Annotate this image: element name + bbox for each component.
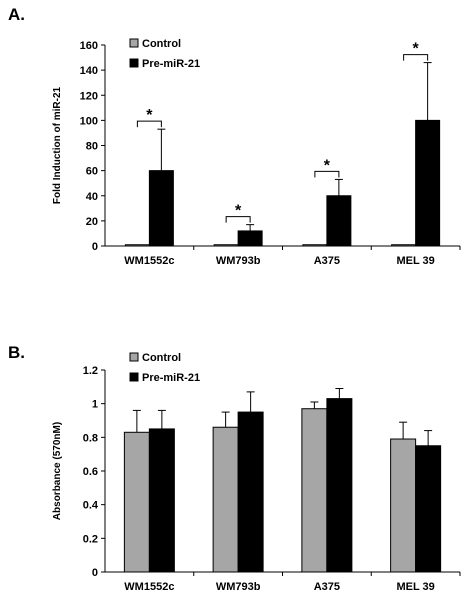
x-tick-label: WM793b (216, 255, 261, 267)
x-tick-label: MEL 39 (396, 255, 434, 267)
significance-star: * (324, 157, 331, 174)
bar-control (302, 244, 328, 247)
x-tick-label: WM1552c (124, 255, 174, 267)
y-tick-label: 160 (80, 40, 98, 52)
y-tick-label: 80 (86, 141, 98, 153)
significance-star: * (235, 203, 242, 220)
y-tick-label: 140 (80, 65, 98, 77)
y-tick-label: 1 (92, 399, 98, 411)
bar-control (301, 408, 328, 573)
chart-panel-a: A. 0 20 40 60 80 100 120 140 160 Fold Induction of… (8, 5, 461, 267)
bar-pre-mir-21 (237, 230, 263, 247)
y-axis-title: Absorbance (570nM) (52, 422, 63, 520)
bar-control (390, 438, 417, 573)
bar-pre-mir-21 (415, 119, 441, 247)
significance-bracket (314, 170, 340, 178)
significance-bracket (225, 216, 251, 223)
x-tick-label: A375 (314, 255, 340, 267)
y-axis-title: Fold Induction of miR-21 (52, 86, 63, 204)
bar-control (391, 244, 417, 247)
bar-pre-mir-21 (148, 170, 174, 247)
legend-label-control: Control (142, 38, 181, 50)
y-tick-label: 0.8 (83, 432, 98, 444)
bar-control (213, 244, 239, 247)
y-tick-label: 0.4 (83, 500, 99, 512)
significance-star: * (146, 107, 153, 124)
bar-control (124, 244, 150, 247)
bar-control (123, 431, 150, 573)
y-tick-label: 1.2 (83, 365, 98, 377)
x-tick-label: WM793b (216, 581, 261, 593)
y-tick-label: 100 (80, 115, 98, 127)
legend-label-pre-mir-21: Pre-miR-21 (142, 372, 200, 384)
y-tick-label: 0.2 (83, 533, 98, 545)
y-tick-label: 40 (86, 191, 98, 203)
bar-pre-mir-21 (326, 195, 352, 247)
legend-swatch-control (129, 38, 139, 48)
panel-label: A. (8, 5, 25, 24)
bar-control (212, 426, 239, 573)
legend-label-control: Control (142, 352, 181, 364)
significance-bracket (403, 54, 429, 61)
legend-swatch-control (129, 352, 139, 362)
bar-pre-mir-21 (237, 411, 264, 573)
panel-label: B. (8, 343, 25, 362)
y-tick-label: 0 (92, 241, 98, 253)
legend-label-pre-mir-21: Pre-miR-21 (142, 58, 200, 70)
y-tick-label: 120 (80, 90, 98, 102)
bar-pre-mir-21 (148, 428, 175, 573)
y-tick-label: 0.6 (83, 466, 98, 478)
x-tick-label: WM1552c (124, 581, 174, 593)
y-tick-label: 60 (86, 166, 98, 178)
bar-pre-mir-21 (415, 445, 442, 573)
x-tick-label: A375 (314, 581, 340, 593)
significance-star: * (413, 41, 420, 58)
chart-panel-b: B. 0 0.2 0.4 0.6 0.8 1 1.2 Absorbance (570nM) WM1… (8, 343, 461, 593)
bar-pre-mir-21 (326, 398, 353, 573)
legend-swatch-pre-mir-21 (129, 372, 139, 382)
y-tick-label: 20 (86, 216, 98, 228)
x-tick-label: MEL 39 (396, 581, 434, 593)
significance-bracket (136, 120, 162, 128)
y-tick-label: 0 (92, 567, 98, 579)
legend-swatch-pre-mir-21 (129, 58, 139, 68)
